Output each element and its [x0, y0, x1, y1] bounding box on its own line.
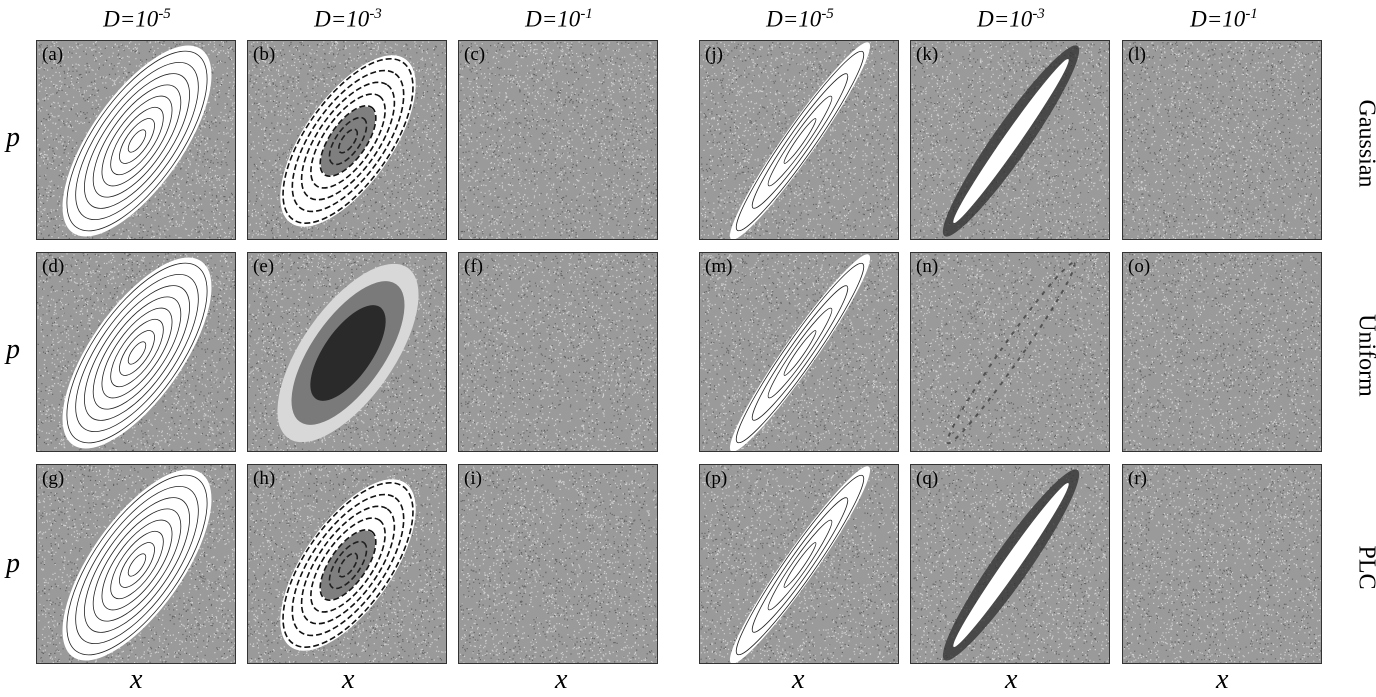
panel-l: (l) — [1122, 40, 1322, 240]
phase-portrait-p — [700, 465, 898, 663]
panel-label-d: (d) — [42, 256, 65, 277]
panel-b: (b) — [247, 40, 447, 240]
phase-portrait-j — [700, 41, 898, 239]
x-axis-label-col-5: x — [1005, 664, 1018, 695]
panel-m: (m) — [699, 252, 899, 452]
y-axis-label-row-3: p — [6, 548, 20, 579]
panel-label-n: (n) — [916, 256, 939, 277]
phase-portrait-r — [1123, 465, 1321, 663]
x-axis-label-col-2: x — [342, 664, 355, 695]
panel-label-b: (b) — [253, 44, 276, 65]
phase-portrait-f — [459, 253, 657, 451]
phase-portrait-b — [248, 41, 446, 239]
phase-portrait-q — [911, 465, 1109, 663]
panel-r: (r) — [1122, 464, 1322, 664]
panel-c: (c) — [458, 40, 658, 240]
panel-i: (i) — [458, 464, 658, 664]
panel-label-e: (e) — [253, 256, 275, 277]
panel-label-a: (a) — [42, 44, 64, 65]
phase-portrait-d — [37, 253, 235, 451]
panel-label-k: (k) — [916, 44, 939, 65]
panel-o: (o) — [1122, 252, 1322, 452]
panel-p: (p) — [699, 464, 899, 664]
column-title-6: D=10-1 — [1190, 6, 1258, 32]
phase-portrait-a — [37, 41, 235, 239]
phase-portrait-o — [1123, 253, 1321, 451]
panel-label-g: (g) — [42, 468, 65, 489]
panel-label-j: (j) — [705, 44, 723, 65]
phase-portrait-k — [911, 41, 1109, 239]
y-axis-label-row-1: p — [6, 122, 20, 153]
column-title-3: D=10-1 — [525, 6, 593, 32]
panel-h: (h) — [247, 464, 447, 664]
panel-n: (n) — [910, 252, 1110, 452]
row-label-plc: PLC — [1353, 545, 1376, 590]
phase-portrait-g — [37, 465, 235, 663]
panel-d: (d) — [36, 252, 236, 452]
panel-q: (q) — [910, 464, 1110, 664]
phase-portrait-e — [248, 253, 446, 451]
panel-label-p: (p) — [705, 468, 728, 489]
panel-label-h: (h) — [253, 468, 276, 489]
phase-portrait-n — [911, 253, 1109, 451]
column-title-4: D=10-5 — [766, 6, 834, 32]
column-title-1: D=10-5 — [103, 6, 171, 32]
phase-portrait-h — [248, 465, 446, 663]
panel-label-m: (m) — [705, 256, 733, 277]
panel-label-c: (c) — [464, 44, 486, 65]
x-axis-label-col-1: x — [130, 664, 143, 695]
panel-label-f: (f) — [464, 256, 483, 277]
phase-portrait-c — [459, 41, 657, 239]
panel-e: (e) — [247, 252, 447, 452]
phase-portrait-m — [700, 253, 898, 451]
panel-j: (j) — [699, 40, 899, 240]
panel-label-q: (q) — [916, 468, 939, 489]
panel-a: (a) — [36, 40, 236, 240]
panel-f: (f) — [458, 252, 658, 452]
column-title-5: D=10-3 — [977, 6, 1045, 32]
y-axis-label-row-2: p — [6, 334, 20, 365]
x-axis-label-col-6: x — [1216, 664, 1229, 695]
row-label-gaussian: Gaussian — [1353, 99, 1376, 188]
panel-label-r: (r) — [1128, 468, 1147, 489]
phase-portrait-i — [459, 465, 657, 663]
panel-label-l: (l) — [1128, 44, 1146, 65]
row-label-uniform: Uniform — [1353, 314, 1376, 397]
panel-label-o: (o) — [1128, 256, 1151, 277]
panel-k: (k) — [910, 40, 1110, 240]
panel-g: (g) — [36, 464, 236, 664]
phase-portrait-l — [1123, 41, 1321, 239]
panel-label-i: (i) — [464, 468, 482, 489]
x-axis-label-col-4: x — [792, 664, 805, 695]
x-axis-label-col-3: x — [555, 664, 568, 695]
column-title-2: D=10-3 — [314, 6, 382, 32]
